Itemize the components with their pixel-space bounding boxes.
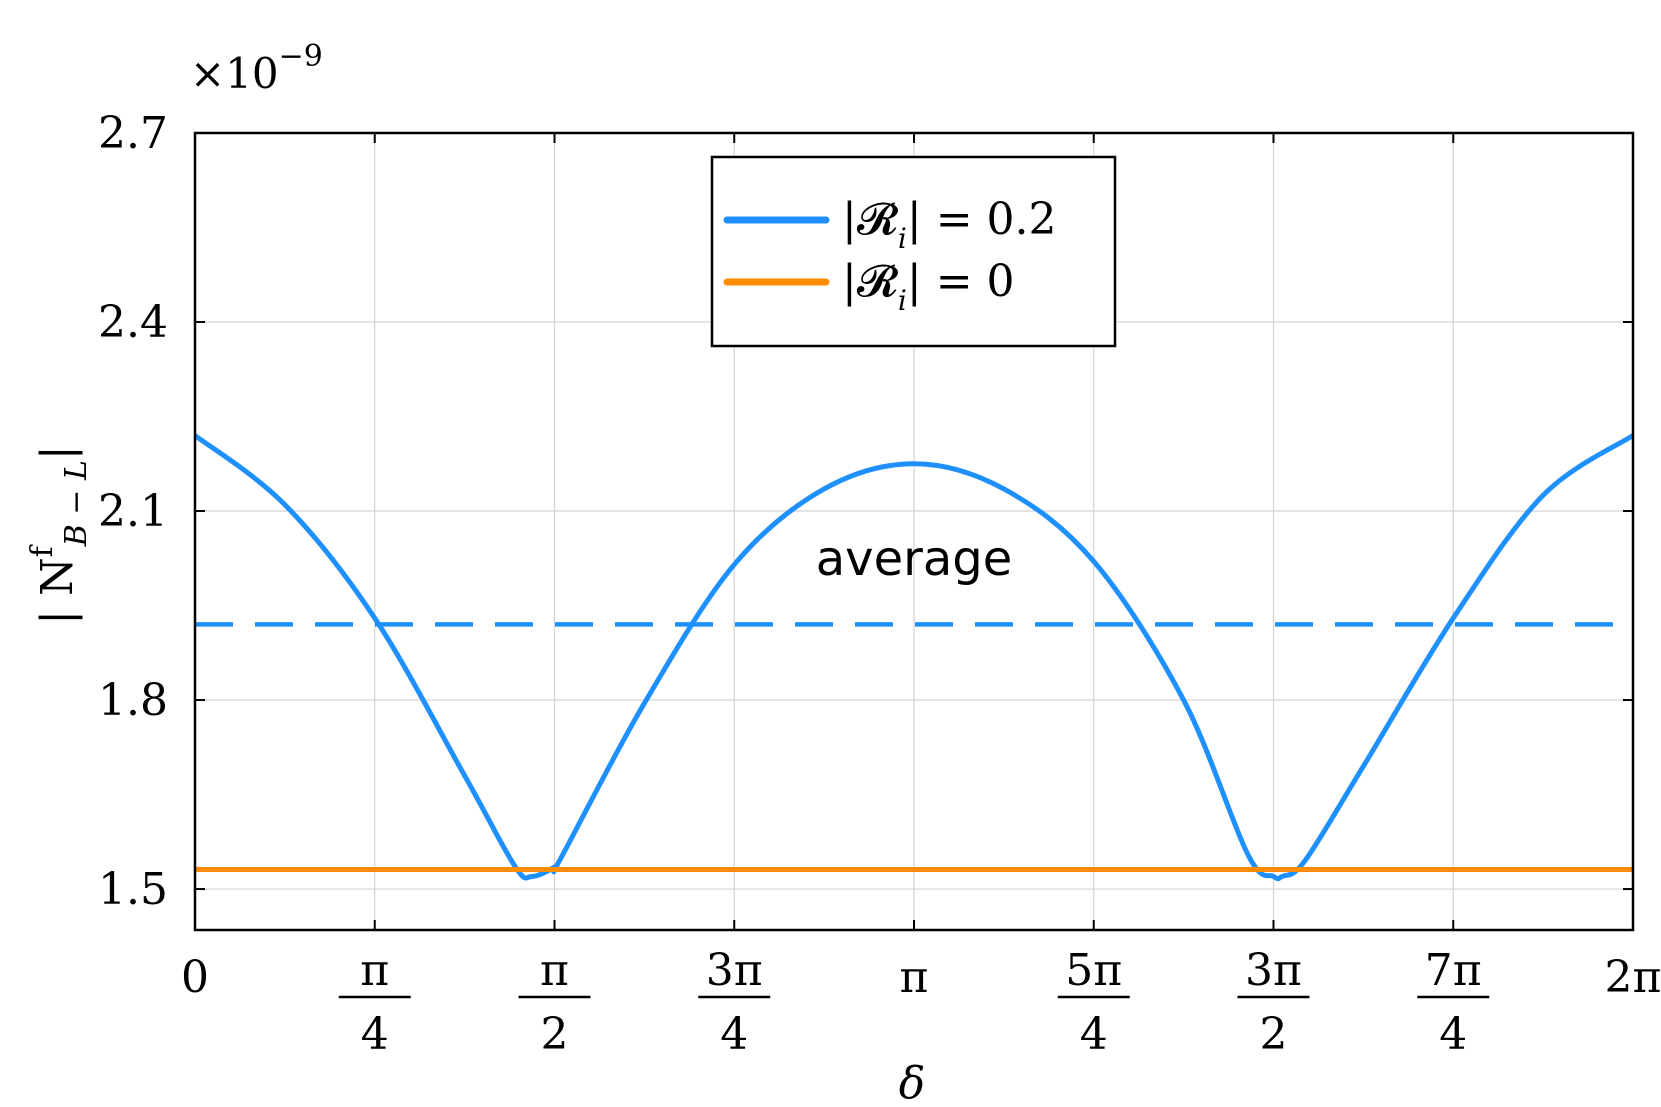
average-label: average xyxy=(816,531,1013,587)
legend-label-series-2: |𝓡i| = 0 xyxy=(842,256,1015,317)
y-tick-label: 2.1 xyxy=(98,486,168,537)
legend-box xyxy=(710,155,1117,348)
x-tick-label-denominator: 2 xyxy=(1260,1009,1288,1060)
y-tick-label: 2.4 xyxy=(98,297,168,348)
x-tick-label-numerator: π xyxy=(360,945,389,996)
y-scale-label: ×10−9 xyxy=(190,39,323,98)
y-tick-label: 1.5 xyxy=(98,864,168,915)
x-tick-label-denominator: 4 xyxy=(361,1009,389,1060)
x-tick-label-numerator: 7π xyxy=(1425,945,1482,996)
x-tick-label-numerator: 5π xyxy=(1065,945,1122,996)
y-tick-label: 1.8 xyxy=(98,675,168,726)
series-layer xyxy=(193,433,1635,882)
legend-label-series-1: |𝓡i| = 0.2 xyxy=(842,194,1057,255)
x-tick-label-denominator: 4 xyxy=(1080,1009,1108,1060)
legend-item-series-2: |𝓡i| = 0 xyxy=(723,256,1015,317)
y-axis-label: | NfB − L| xyxy=(25,445,94,624)
x-tick-label-numerator: 3π xyxy=(1245,945,1302,996)
x-tick-label-numerator: 3π xyxy=(706,945,763,996)
x-tick-label-denominator: 4 xyxy=(720,1009,748,1060)
x-tick-label: π xyxy=(900,952,929,1003)
legend-item-series-1: |𝓡i| = 0.2 xyxy=(723,194,1057,255)
legend: |𝓡i| = 0.2 |𝓡i| = 0 xyxy=(710,155,1117,348)
x-axis-label: δ xyxy=(899,1058,926,1107)
x-tick-label: 2π xyxy=(1605,952,1661,1003)
x-tick-label-denominator: 2 xyxy=(540,1009,568,1060)
series-line-1 xyxy=(193,433,1635,882)
ticks: 0 π 4 π 2 3π 4 π 5π 4 3π 2 7π 4 2π 1.5 1.8 2.1 2.4 2.7 xyxy=(98,108,1661,1060)
x-tick-label-denominator: 4 xyxy=(1439,1009,1467,1060)
x-tick-label-numerator: π xyxy=(540,945,569,996)
y-tick-label: 2.7 xyxy=(98,108,168,159)
average-layer: average xyxy=(195,531,1633,627)
x-tick-label: 0 xyxy=(181,952,209,1003)
